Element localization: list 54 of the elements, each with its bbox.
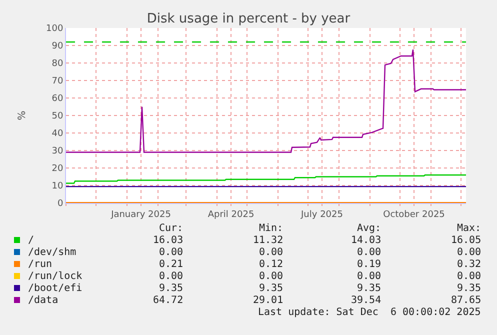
text: 9.35: [457, 283, 482, 294]
text: Min:: [259, 223, 284, 234]
y-axis-title: %: [17, 110, 28, 120]
legend-label: /: [28, 235, 34, 246]
x-tick-label: July 2025: [300, 210, 343, 220]
text: 0.00: [457, 271, 482, 282]
text: 87.65: [451, 295, 482, 306]
text: 14.03: [351, 235, 382, 246]
legend-label: /boot/efi: [28, 283, 82, 294]
text: 16.03: [153, 235, 184, 246]
legend-label: /dev/shm: [28, 247, 76, 258]
text: 9.35: [259, 283, 284, 294]
chart-title: Disk usage in percent - by year: [146, 12, 351, 27]
y-tick-label: 90: [52, 42, 64, 52]
text: Last update: Sat Dec 6 00:00:02 2025: [258, 307, 481, 318]
y-tick-label: 60: [52, 94, 64, 104]
text: 16.05: [451, 235, 482, 246]
line-series: [66, 48, 466, 153]
text: 0.00: [259, 271, 284, 282]
y-tick-label: 10: [52, 182, 64, 192]
text: Avg:: [357, 223, 382, 234]
text: 0.00: [357, 247, 382, 258]
text: 0.19: [357, 259, 382, 270]
y-tick-label: 100: [46, 24, 64, 34]
text: 9.35: [159, 283, 184, 294]
text: Max:: [457, 223, 482, 234]
x-tick-label: October 2025: [383, 210, 445, 220]
text: 29.01: [253, 295, 284, 306]
legend-label: /run: [28, 259, 52, 270]
legend-label: /run/lock: [28, 271, 82, 282]
x-tick-label: January 2025: [110, 210, 171, 220]
line-series: [66, 174, 466, 184]
text: 9.35: [357, 283, 382, 294]
y-tick-label: 80: [52, 59, 64, 70]
text: 0.12: [259, 259, 284, 270]
text: 0.00: [159, 247, 184, 258]
text: 0.21: [159, 259, 184, 270]
text: 0.00: [259, 247, 284, 258]
y-tick-label: 0: [57, 199, 64, 210]
y-tick-label: 70: [52, 76, 64, 87]
text: 0.32: [457, 259, 482, 270]
x-tick-label: April 2025: [208, 210, 254, 220]
text: 11.32: [253, 235, 284, 246]
text: Cur:: [159, 223, 184, 234]
y-tick-label: 30: [52, 146, 64, 157]
y-tick-label: 20: [52, 164, 64, 174]
text: 64.72: [153, 295, 184, 306]
text: 0.00: [357, 271, 382, 282]
text: 0.00: [457, 247, 482, 258]
legend-label: /data: [28, 295, 58, 306]
text: 0.00: [159, 271, 184, 282]
text: 39.54: [351, 295, 382, 306]
y-tick-label: 40: [52, 129, 64, 140]
y-tick-label: 50: [52, 112, 64, 122]
